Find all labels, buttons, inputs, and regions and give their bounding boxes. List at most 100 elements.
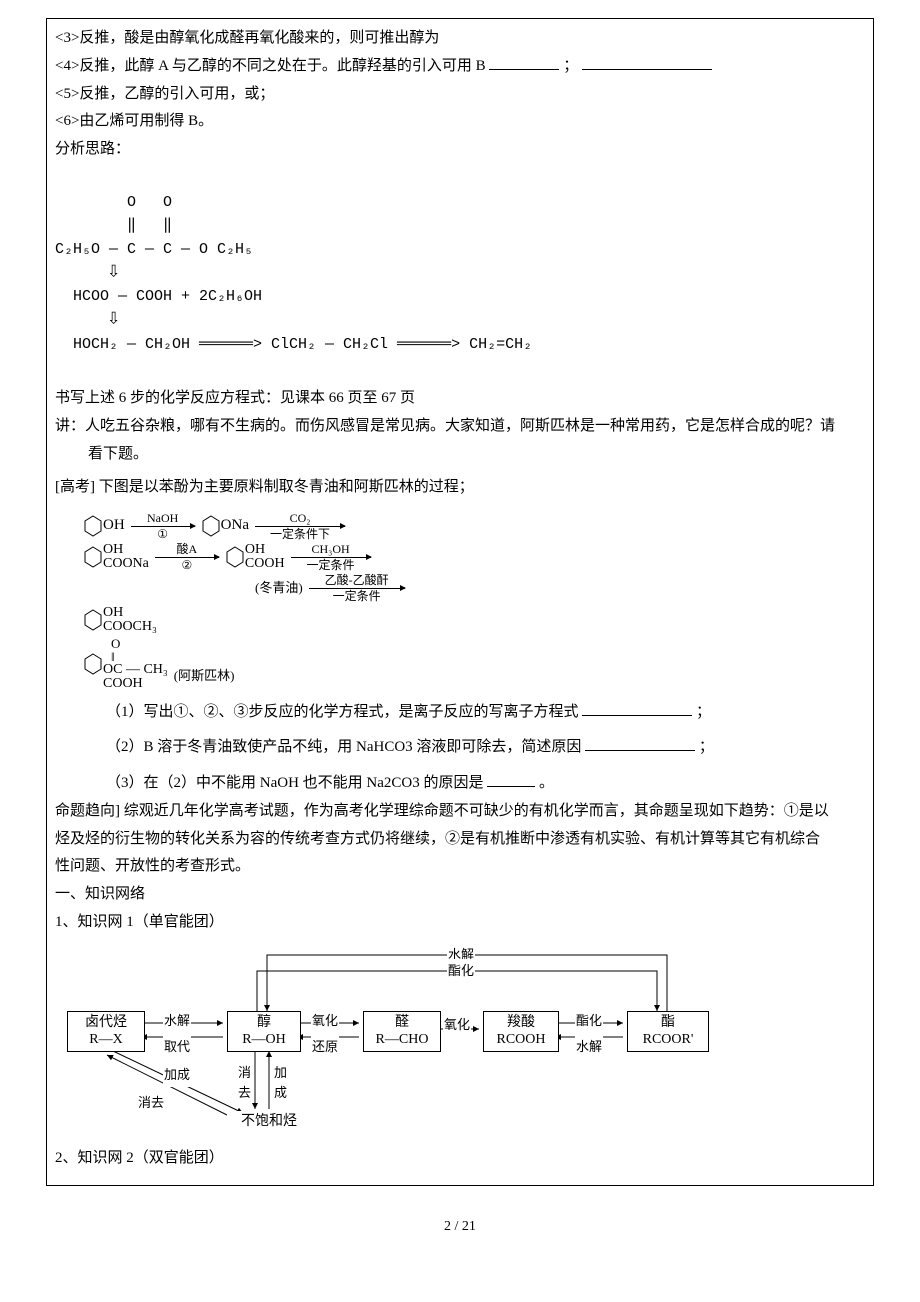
line-4-semi: ； bbox=[563, 58, 578, 74]
lbl-hydro2: 水解 bbox=[575, 1035, 603, 1059]
question-1: （1）写出①、②、③步反应的化学方程式，是离子反应的写离子方程式 ； bbox=[55, 699, 865, 727]
blank-4a bbox=[489, 54, 559, 70]
ald-l1: 醛 bbox=[368, 1014, 436, 1032]
arrow-1b: CO₂ 一定条件下 bbox=[255, 512, 345, 540]
halide-l2: R—X bbox=[72, 1031, 140, 1049]
box-halide: 卤代烃 R—X bbox=[67, 1011, 145, 1052]
trend-1: 命题趋向] 综观近几年化学高考试题，作为高考化学理综命题不可缺少的有机化学而言，… bbox=[55, 798, 865, 826]
ester-l1: 酯 bbox=[632, 1014, 704, 1032]
benzene-ring-icon bbox=[83, 514, 103, 538]
alcohol-l1: 醇 bbox=[232, 1014, 296, 1032]
lbl-add2b: 成 bbox=[273, 1081, 288, 1105]
benzene-ring-icon bbox=[83, 608, 103, 632]
arrow-under: 一定条件 bbox=[333, 590, 381, 603]
blank-q1 bbox=[582, 700, 692, 716]
arrow-icon bbox=[155, 557, 219, 558]
down-arrow-icon: ⇩ bbox=[55, 308, 120, 330]
down-arrow-icon: ⇩ bbox=[55, 261, 120, 283]
line-6: <6>由乙烯可用制得 B。 bbox=[55, 108, 865, 136]
r3-l1: OH bbox=[103, 606, 157, 620]
r2-l1: OH bbox=[103, 543, 149, 557]
arrow-2b: CH₃OH 一定条件 bbox=[291, 543, 371, 571]
dbl-bond-icon: ‖ bbox=[103, 650, 168, 663]
chem3: C₂H₅O — C — C — O C₂H₅ bbox=[55, 241, 253, 258]
line-4: <4>反推，此醇 A 与乙醇的不同之处在于。此醇羟基的引入可用 B ； bbox=[55, 53, 865, 81]
lbl-add: 加成 bbox=[163, 1063, 191, 1087]
arrow-2c: 乙酸-乙酸酐 一定条件 bbox=[309, 574, 405, 602]
reaction-scheme: OH NaOH ① ONa CO₂ 一定条件下 bbox=[55, 512, 865, 691]
lbl-esterify: 酯化 bbox=[575, 1009, 603, 1033]
trend-2: 烃及烃的衍生物的转化关系为容的传统考查方式仍将继续，②是有机推断中渗透有机实验、… bbox=[55, 826, 865, 854]
question-2: （2）B 溶于冬青油致使产品不纯，用 NaHCO3 溶液即可除去，简述原因 ； bbox=[55, 734, 865, 762]
lbl-elim: 消去 bbox=[137, 1091, 165, 1115]
knowledge-network-diagram: 卤代烃 R—X 醇 R—OH 醛 R—CHO 羧酸 RCOOH 酯 RCOOR'… bbox=[67, 941, 767, 1141]
blank-4b bbox=[582, 54, 712, 70]
chem1: O O bbox=[55, 194, 172, 211]
arrow-over: CH₃OH bbox=[311, 543, 349, 556]
q1-text: （1）写出①、②、③步反应的化学方程式，是离子反应的写离子方程式 bbox=[106, 704, 579, 720]
acid-l2: RCOOH bbox=[488, 1031, 554, 1049]
lbl-ester-top: 酯化 bbox=[447, 959, 475, 983]
arrow-1: NaOH ① bbox=[131, 512, 195, 540]
arrow-over: CO₂ bbox=[290, 512, 311, 525]
aspirin-note: (阿斯匹林) bbox=[174, 664, 235, 691]
arrow-under: ① bbox=[157, 528, 168, 541]
line-5: <5>反推，乙醇的引入可用，或； bbox=[55, 81, 865, 109]
line-4-text: <4>反推，此醇 A 与乙醇的不同之处在于。此醇羟基的引入可用 B bbox=[55, 58, 486, 74]
ald-l2: R—CHO bbox=[368, 1031, 436, 1049]
page: <3>反推，酸是由醇氧化成醛再氧化酸来的，则可推出醇为 <4>反推，此醇 A 与… bbox=[0, 0, 920, 1302]
blank-q2 bbox=[585, 735, 695, 751]
chem-scheme-1: O O ‖ ‖ C₂H₅O — C — C — O C₂H₅ ⇩ HCOO — … bbox=[55, 168, 865, 379]
q3-period: 。 bbox=[539, 775, 554, 791]
content-frame: <3>反推，酸是由醇氧化成醛再氧化酸来的，则可推出醇为 <4>反推，此醇 A 与… bbox=[46, 18, 874, 1186]
page-number: 2 / 21 bbox=[46, 1214, 874, 1240]
r2-l2: COONa bbox=[103, 557, 149, 571]
box-acid: 羧酸 RCOOH bbox=[483, 1011, 559, 1052]
scheme-row-3: OH COOCH₃ bbox=[55, 606, 865, 634]
arrow-icon bbox=[291, 557, 371, 558]
talk-2: 看下题。 bbox=[55, 441, 865, 469]
box-ester: 酯 RCOOR' bbox=[627, 1011, 709, 1052]
scheme-row-2b: (冬青油) 乙酸-乙酸酐 一定条件 bbox=[55, 574, 865, 602]
arrow-under: 一定条件 bbox=[307, 559, 355, 572]
chem4: HCOO — COOH + 2C₂H₆OH bbox=[55, 288, 262, 305]
arrow-under: 一定条件下 bbox=[270, 528, 330, 541]
r4-l2: COOH bbox=[103, 677, 168, 691]
knowledge-network-heading: 一、知识网络 bbox=[55, 881, 865, 909]
chem5: HOCH₂ — CH₂OH ══════> ClCH₂ — CH₂Cl ════… bbox=[55, 336, 532, 353]
lbl-red1: 还原 bbox=[311, 1035, 339, 1059]
box-unsaturated: 不饱和烃 bbox=[227, 1111, 311, 1133]
frag-oh: OH bbox=[103, 512, 125, 540]
scheme-row-4: O ‖ OC — CH₃ COOH (阿斯匹林) bbox=[55, 637, 865, 691]
scheme-row-1: OH NaOH ① ONa CO₂ 一定条件下 bbox=[55, 512, 865, 540]
wintergreen-note: (冬青油) bbox=[255, 576, 303, 600]
box-aldehyde: 醛 R—CHO bbox=[363, 1011, 441, 1052]
ester-l2: RCOOR' bbox=[632, 1031, 704, 1049]
arrow-icon bbox=[255, 526, 345, 527]
q3-text: （3）在（2）中不能用 NaOH 也不能用 Na2CO3 的原因是 bbox=[106, 775, 484, 791]
phenoxide-fragment: ONa bbox=[201, 512, 249, 540]
acid-l1: 羧酸 bbox=[488, 1014, 554, 1032]
q2-semi: ； bbox=[699, 739, 714, 755]
gaokao-intro: [高考] 下图是以苯酚为主要原料制取冬青油和阿斯匹林的过程； bbox=[55, 474, 865, 502]
benzene-ring-icon bbox=[83, 652, 103, 676]
alcohol-l2: R—OH bbox=[232, 1031, 296, 1049]
frag-ona: ONa bbox=[221, 512, 249, 540]
trend-3: 性问题、开放性的考查形式。 bbox=[55, 853, 865, 881]
arrow-over: 酸A bbox=[177, 543, 198, 556]
r2b-l2: COOH bbox=[245, 557, 285, 571]
lbl-hydro-sub: 水解 bbox=[163, 1009, 191, 1033]
aspirin-fragment: O ‖ OC — CH₃ COOH bbox=[83, 637, 168, 691]
box-alcohol: 醇 R—OH bbox=[227, 1011, 301, 1052]
q1-semi: ； bbox=[696, 704, 711, 720]
halide-l1: 卤代烃 bbox=[72, 1014, 140, 1032]
talk-1: 讲：人吃五谷杂粮，哪有不生病的。而伤风感冒是常见病。大家知道，阿斯匹林是一种常用… bbox=[55, 413, 865, 441]
q2-text: （2）B 溶于冬青油致使产品不纯，用 NaHCO3 溶液即可除去，简述原因 bbox=[106, 739, 581, 755]
r4-l1: OC — CH₃ bbox=[103, 663, 168, 677]
analysis-label: 分析思路： bbox=[55, 136, 865, 164]
r2b-l1: OH bbox=[245, 543, 285, 557]
arrow-2: 酸A ② bbox=[155, 543, 219, 571]
chem2: ‖ ‖ bbox=[55, 217, 172, 234]
lbl-ox2: 氧化 bbox=[443, 1013, 471, 1037]
lbl-ox1: 氧化 bbox=[311, 1009, 339, 1033]
